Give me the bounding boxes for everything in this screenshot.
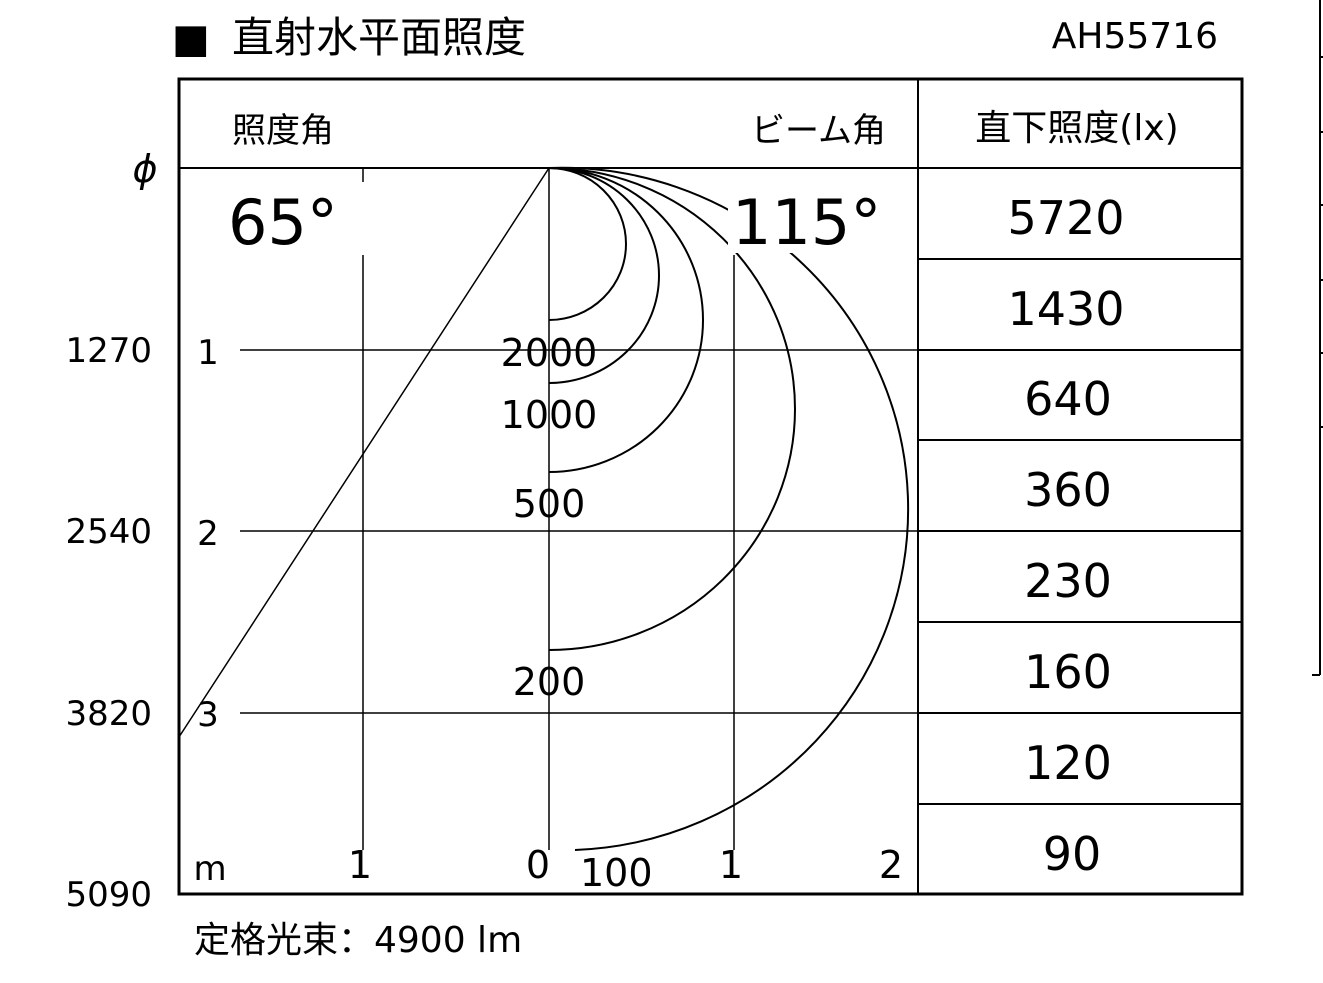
contour-label-1000: 1000: [501, 393, 598, 437]
contours: [548, 166, 910, 851]
grid: [240, 168, 918, 850]
contour-100: [548, 166, 910, 851]
distance-3: 3: [197, 695, 219, 735]
illum-angle-value: 65°: [228, 186, 338, 259]
contour-2000: [548, 167, 627, 321]
beam-angle-value: 115°: [732, 186, 881, 259]
contour-label-100: 100: [580, 851, 653, 895]
illum-angle-label: 照度角: [232, 111, 334, 151]
direct-illuminance-5: 230: [1024, 554, 1112, 608]
contour-1000: [548, 167, 660, 384]
adjacent-table-edge: [1312, 0, 1323, 676]
direct-illuminance-4: 360: [1024, 463, 1112, 517]
distance-2: 2: [197, 514, 219, 554]
direct-illuminance-7: 120: [1024, 736, 1112, 790]
direct-illuminance-8: 90: [1043, 827, 1102, 881]
diameter-4: 5090: [65, 875, 152, 915]
rated-flux: 定格光束：4900 lm: [194, 920, 522, 961]
diameter-3: 3820: [65, 694, 152, 734]
x-tick-2: 2: [879, 843, 903, 887]
x-tick-1-right: 1: [719, 843, 743, 887]
direct-illuminance-3: 640: [1024, 372, 1112, 426]
model-number: AH55716: [1052, 16, 1218, 57]
direct-illuminance-header: 直下照度(lx): [975, 108, 1178, 149]
distance-1: 1: [197, 333, 219, 373]
beam-angle-label: ビーム角: [751, 111, 886, 151]
x-tick-1-left: 1: [348, 843, 372, 887]
x-tick-0: 0: [526, 843, 550, 887]
contour-500: [548, 167, 704, 473]
title-marker: ■: [172, 16, 210, 62]
title: 直射水平面照度: [232, 13, 526, 62]
contour-label-200: 200: [513, 660, 586, 704]
contour-label-500: 500: [513, 482, 586, 526]
direct-illuminance-1: 5720: [1007, 191, 1124, 245]
diameter-1: 1270: [65, 331, 152, 371]
diameter-2: 2540: [65, 512, 152, 552]
direct-illuminance-2: 1430: [1007, 282, 1124, 336]
table-rows: [918, 258, 1242, 805]
contour-label-2000: 2000: [501, 331, 598, 375]
direct-illuminance-6: 160: [1024, 645, 1112, 699]
diameter-symbol: ϕ: [132, 147, 157, 191]
frame: [177, 77, 1244, 896]
x-axis-unit: m: [193, 849, 226, 889]
beam-angle-line: [178, 167, 550, 738]
contour-200: [548, 167, 796, 651]
